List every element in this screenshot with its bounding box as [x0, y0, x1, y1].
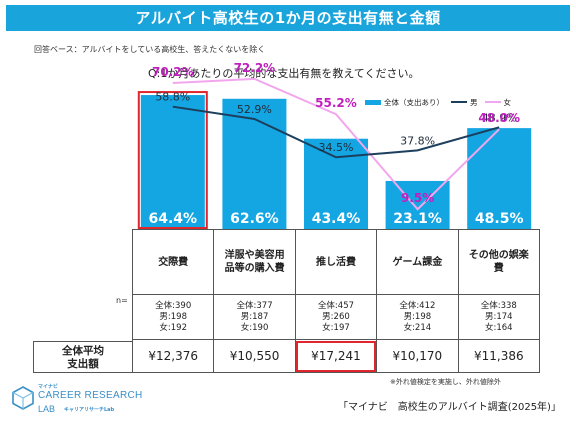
n-label: n= — [116, 296, 128, 305]
male-value-label: 58.8% — [155, 91, 190, 104]
legend-female-swatch — [484, 101, 501, 103]
bar-value-label: 64.4% — [149, 211, 198, 227]
legend-male-swatch — [451, 101, 467, 103]
category-cell: その他の娯楽費 — [457, 229, 541, 295]
respondent-base-note: 回答ベース：アルバイトをしている高校生、答えたくないを除く — [34, 45, 266, 54]
legend-label-male: 男 — [470, 97, 478, 107]
outlier-footnote: ※外れ値検定を実施し、外れ値除外 — [390, 378, 501, 386]
sample-size-cell: 全体:457 男:260 女:197 — [294, 294, 378, 340]
bar-value-label: 62.6% — [230, 211, 279, 227]
sample-size-cell: 全体:377 男:187 女:190 — [213, 294, 296, 340]
sample-size-row: 全体:390 男:198 女:192 全体:377 男:187 女:190 全体:457… — [131, 294, 541, 340]
female-value-label: 72.2% — [234, 61, 276, 75]
cube-logo-icon — [12, 386, 34, 410]
career-research-lab-logo: マイナビ CAREER RESEARCH LAB キャリアリサーチLab — [12, 382, 162, 418]
category-table: 交際費 洋服や美容用 品等の購入費 推し活費 ゲーム課金 その他の娯楽費 全体:3… — [131, 229, 541, 373]
category-row: 交際費 洋服や美容用 品等の購入費 推し活費 ゲーム課金 その他の娯楽費 — [131, 229, 541, 295]
source-citation: 「マイナビ 高校生のアルバイト調査(2025年)」 — [338, 402, 561, 413]
logo-brand-small: マイナビ — [38, 384, 58, 390]
average-amount-cell-highlighted: ¥17,241 — [294, 339, 378, 373]
logo-sub-text: キャリアリサーチLab — [64, 407, 115, 413]
male-value-label: 34.5% — [319, 141, 354, 154]
sample-size-cell: 全体:338 男:174 女:164 — [457, 294, 541, 340]
female-value-label: 70.2% — [152, 65, 194, 79]
legend-item-female: 女 — [484, 97, 512, 108]
sample-size-cell: 全体:412 男:198 女:214 — [376, 294, 459, 340]
average-amount-cell: ¥12,376 — [131, 339, 215, 373]
legend-item-total: 全体（支出あり） — [365, 97, 444, 108]
logo-brand-name: CAREER RESEARCH — [38, 390, 143, 401]
page-title: アルバイト高校生の1か月の支出有無と金額 — [6, 5, 570, 31]
average-amount-row-label: 全体平均 支出額 — [33, 341, 132, 373]
bar — [467, 128, 532, 229]
series-line-male — [172, 105, 500, 159]
category-cell: 洋服や美容用 品等の購入費 — [213, 229, 296, 295]
category-cell: 推し活費 — [294, 229, 378, 295]
category-cell: 交際費 — [131, 229, 215, 295]
logo-lab: LAB — [38, 404, 56, 414]
female-value-label: 48.0% — [478, 111, 520, 125]
chart-legend: 全体（支出あり） 男 女 — [365, 96, 518, 108]
legend-label-female: 女 — [503, 97, 512, 107]
male-value-label: 37.8% — [400, 134, 435, 147]
bar-value-label: 43.4% — [312, 211, 361, 227]
male-value-label: 52.9% — [237, 103, 272, 116]
bar-value-label: 48.5% — [475, 211, 524, 227]
question-text: Q:1か月あたりの平均的な支出有無を教えてください。 — [148, 67, 420, 80]
bar — [222, 98, 287, 230]
average-amount-cell: ¥11,386 — [457, 339, 541, 373]
bar — [140, 95, 205, 229]
male-value-label: 48.9% — [482, 111, 517, 124]
sample-size-cell: 全体:390 男:198 女:192 — [131, 294, 215, 340]
bar — [304, 138, 368, 229]
average-amount-cell: ¥10,550 — [213, 339, 296, 373]
highlight-frame — [137, 91, 208, 229]
legend-bar-swatch — [365, 99, 381, 105]
female-value-label: 9.5% — [401, 191, 434, 205]
legend-item-male: 男 — [451, 97, 478, 108]
series-line-female — [172, 77, 500, 211]
average-amount-row: ¥12,376 ¥10,550 ¥17,241 ¥10,170 ¥11,386 — [131, 339, 541, 373]
legend-label-total: 全体（支出あり） — [384, 97, 444, 107]
average-amount-cell: ¥10,170 — [376, 339, 459, 373]
category-cell: ゲーム課金 — [376, 229, 459, 295]
bar-value-label: 23.1% — [393, 211, 442, 227]
female-value-label: 55.2% — [315, 96, 357, 110]
